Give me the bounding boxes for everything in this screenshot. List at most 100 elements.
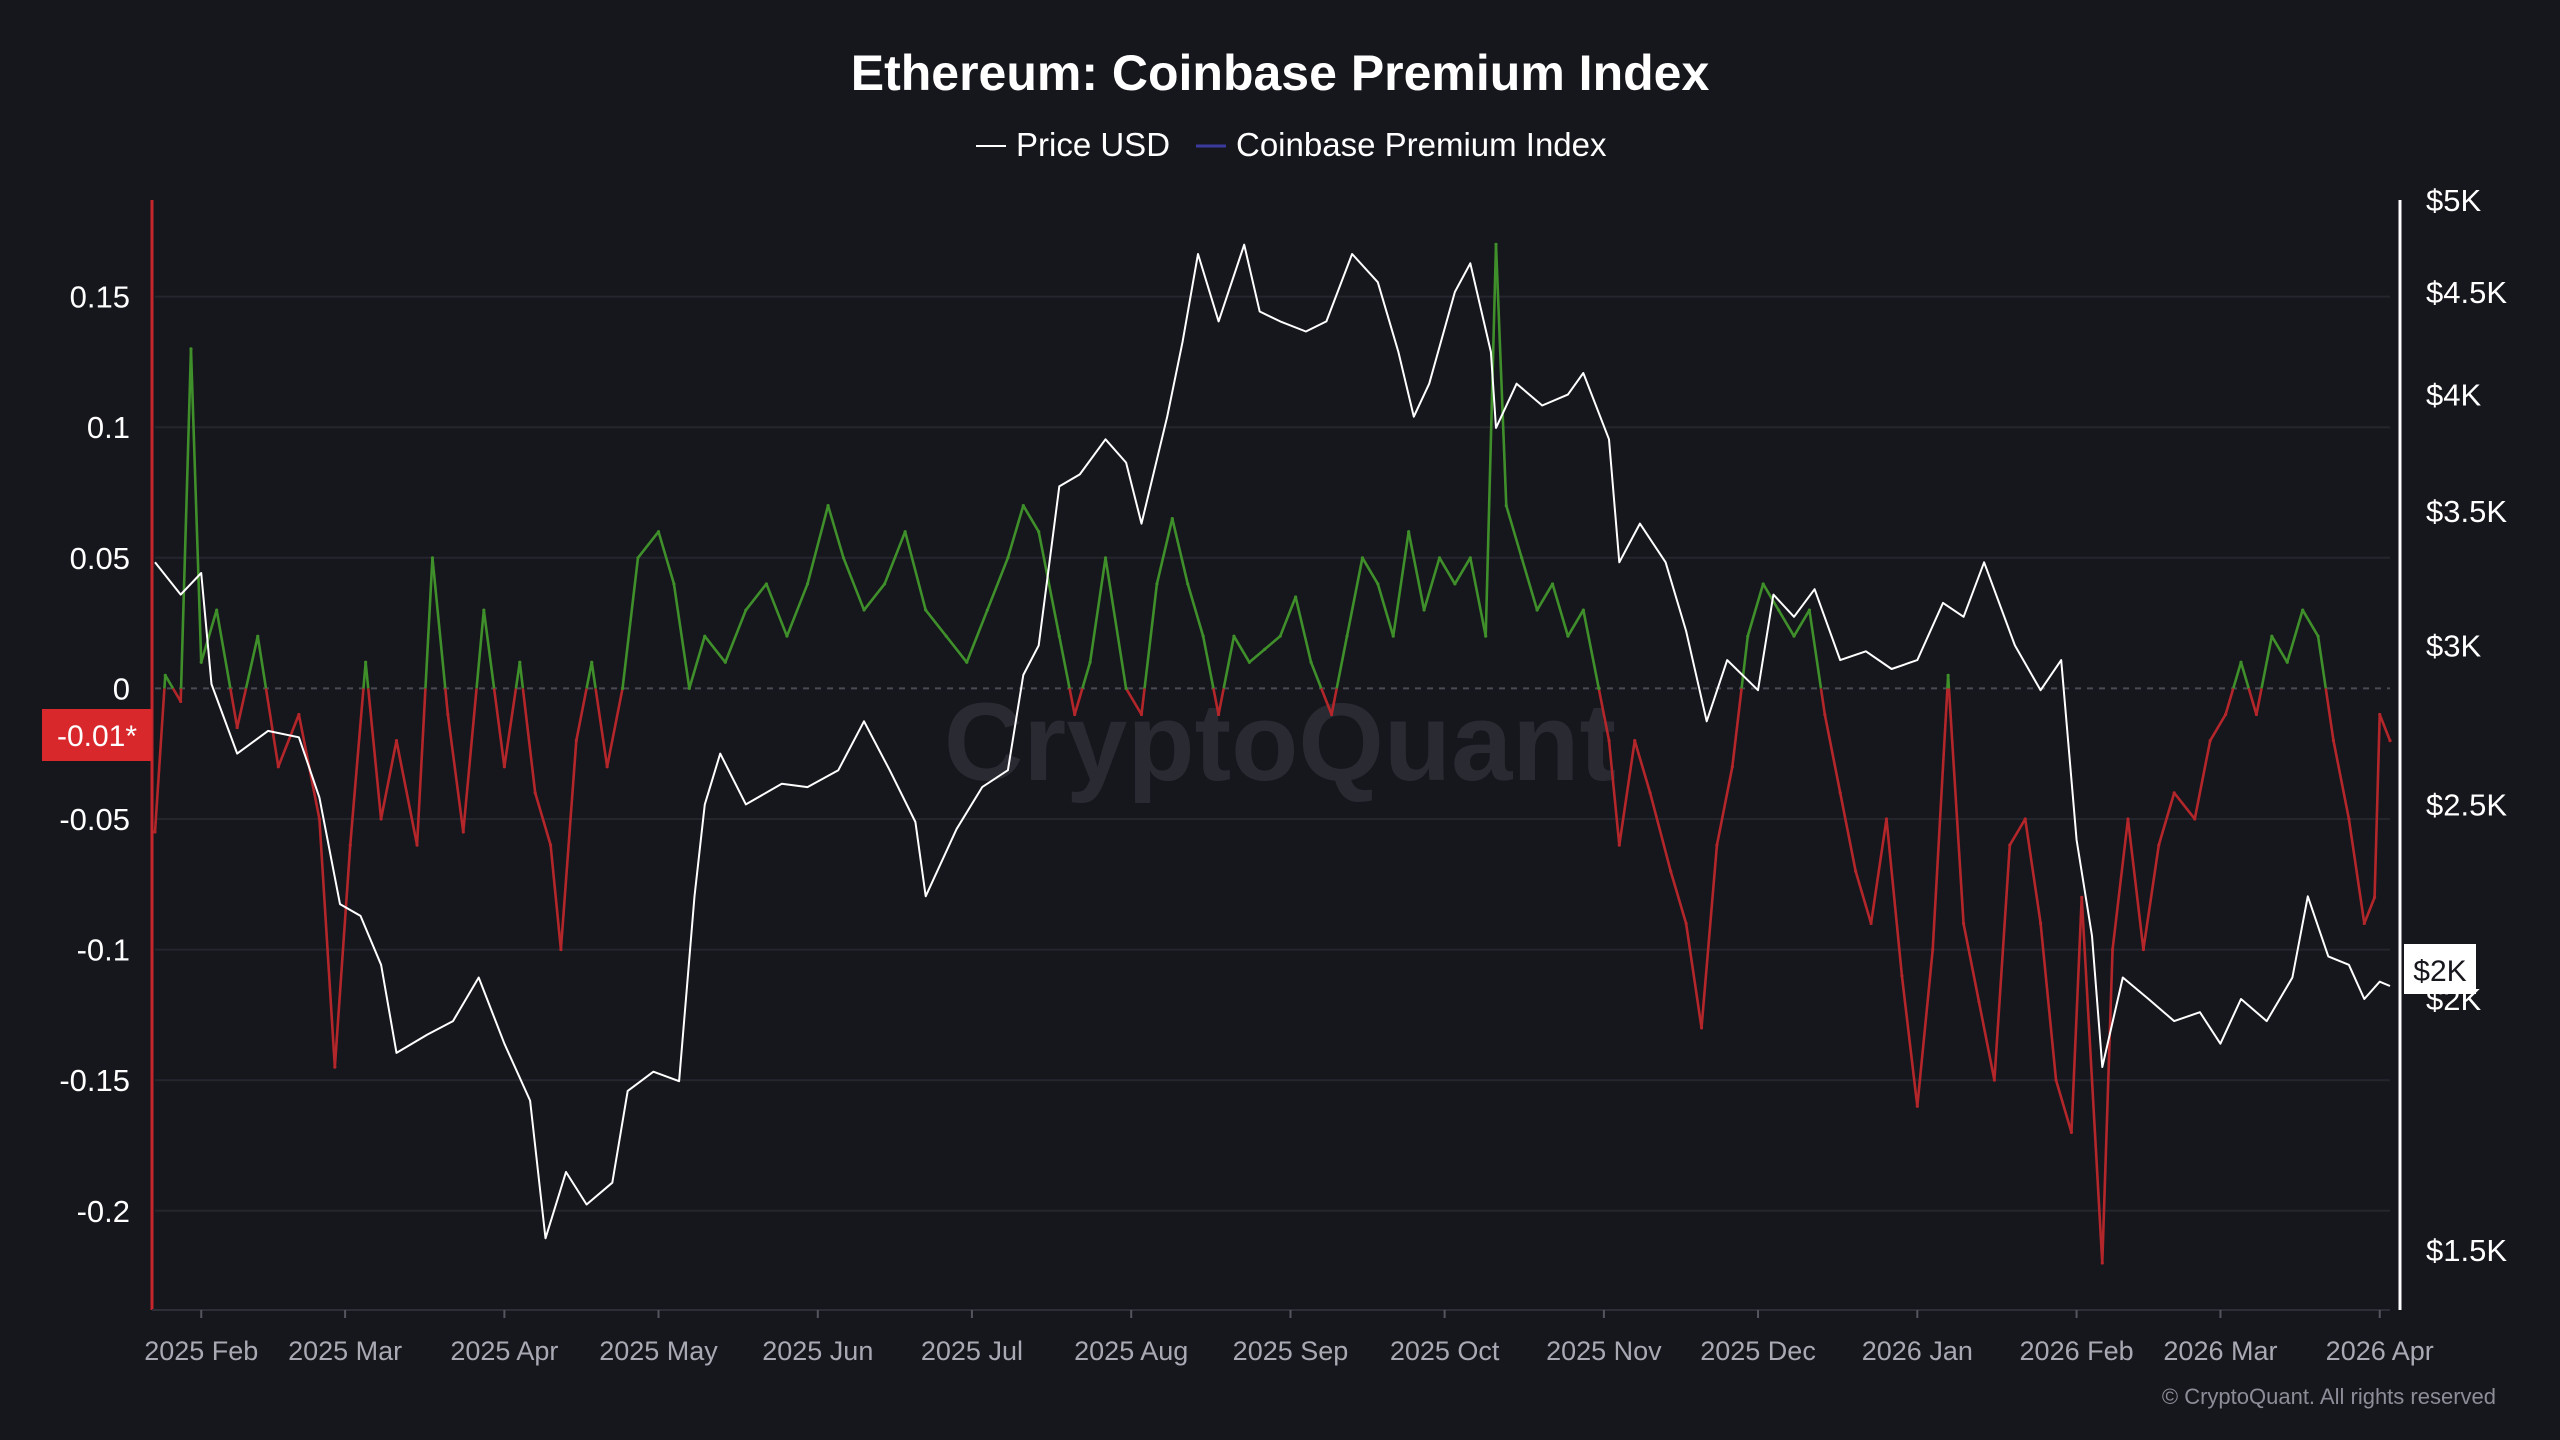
- premium-point: [2362, 921, 2366, 926]
- premium-point: [1807, 608, 1812, 612]
- premium-point: [1329, 712, 1334, 717]
- watermark: CryptoQuant: [944, 681, 1616, 804]
- premium-segment: [1618, 739, 1637, 847]
- premium-point: [703, 634, 707, 638]
- premium-point: [235, 725, 239, 730]
- premium-segment: [1731, 688, 1743, 767]
- x-tick-label: 2025 Nov: [1546, 1336, 1662, 1366]
- premium-segment: [1391, 530, 1410, 638]
- left-tick-label: 0.15: [70, 280, 130, 315]
- premium-point: [1633, 739, 1637, 743]
- chart-title: Ethereum: Coinbase Premium Index: [851, 45, 1710, 101]
- premium-segment: [415, 688, 427, 846]
- premium-point: [2039, 921, 2043, 926]
- premium-segment: [1088, 556, 1107, 664]
- premium-segment: [2285, 608, 2304, 664]
- right-tick-label: $3.5K: [2426, 494, 2507, 529]
- premium-point: [965, 660, 969, 664]
- right-tick-label: $5K: [2426, 183, 2481, 218]
- premium-segment: [965, 608, 989, 664]
- left-axis-ticks: 0.15 0.1 0.05 0 -0.05 -0.1 -0.15 -0.2: [59, 280, 130, 1229]
- current-premium-badge-bg: [42, 709, 152, 761]
- premium-segment: [986, 556, 1010, 612]
- premium-segment: [765, 582, 789, 638]
- legend-label-premium: Coinbase Premium Index: [1236, 126, 1607, 163]
- premium-segment: [1263, 634, 1282, 651]
- premium-point: [1931, 947, 1935, 952]
- premium-segment: [1143, 583, 1159, 689]
- premium-point: [1977, 1000, 1981, 1004]
- premium-point: [985, 608, 989, 612]
- premium-segment: [672, 582, 691, 690]
- premium-segment: [1607, 739, 1621, 847]
- premium-segment: [348, 688, 365, 846]
- premium-point: [502, 765, 506, 769]
- premium-segment: [2247, 688, 2258, 715]
- premium-segment: [575, 688, 588, 741]
- premium-point: [1407, 530, 1411, 534]
- premium-segment: [1597, 688, 1611, 741]
- premium-point: [1715, 843, 1719, 847]
- legend-item-premium[interactable]: Coinbase Premium Index: [1196, 126, 1607, 163]
- premium-segment: [256, 635, 268, 689]
- premium-segment: [2080, 896, 2104, 1265]
- premium-segment: [2373, 713, 2382, 899]
- premium-point: [2372, 895, 2377, 899]
- premium-point: [841, 556, 846, 560]
- premium-point: [1232, 634, 1236, 638]
- premium-point: [2223, 712, 2228, 717]
- premium-segment: [229, 688, 239, 728]
- premium-segment: [657, 530, 676, 586]
- premium-point: [1376, 582, 1380, 586]
- premium-point: [1992, 1078, 1996, 1082]
- x-tick-label: 2025 Mar: [288, 1336, 402, 1366]
- premium-point: [1946, 673, 1950, 677]
- x-tick-label: 2025 Feb: [144, 1336, 258, 1366]
- premium-segment: [903, 530, 927, 612]
- premium-point: [1581, 608, 1585, 612]
- premium-segment: [1582, 608, 1601, 690]
- premium-segment: [883, 530, 907, 586]
- premium-point: [764, 582, 769, 586]
- premium-point: [574, 739, 578, 743]
- premium-segment: [2239, 661, 2250, 689]
- premium-segment: [1155, 517, 1174, 586]
- premium-point: [348, 843, 352, 847]
- premium-segment: [171, 687, 182, 703]
- premium-point: [1915, 1104, 1919, 1108]
- x-tick-label: 2025 Jul: [921, 1336, 1023, 1366]
- premium-segment: [379, 739, 398, 821]
- premium-point: [1535, 608, 1539, 612]
- right-tick-label: $1.5K: [2426, 1233, 2507, 1268]
- left-tick-label: 0.05: [70, 541, 130, 576]
- premium-point: [2023, 817, 2027, 821]
- premium-point: [364, 660, 368, 664]
- premium-point: [882, 582, 887, 586]
- premium-segment: [1073, 688, 1084, 715]
- premium-segment: [1140, 688, 1146, 715]
- premium-segment: [1648, 791, 1672, 873]
- premium-segment: [1947, 688, 1965, 924]
- premium-segment: [703, 634, 727, 664]
- premium-point: [1391, 634, 1395, 638]
- premium-point: [1617, 843, 1621, 847]
- premium-point: [2239, 660, 2243, 664]
- premium-segment: [1438, 556, 1457, 586]
- legend-item-price[interactable]: Price USD: [976, 126, 1170, 163]
- premium-segment: [1376, 582, 1395, 638]
- premium-segment: [199, 608, 218, 664]
- premium-point: [924, 608, 928, 612]
- premium-point: [2388, 739, 2392, 743]
- premium-segment: [2172, 791, 2197, 821]
- premium-segment: [189, 347, 203, 664]
- x-tick-label: 2026 Feb: [2020, 1336, 2134, 1366]
- premium-segment: [2008, 817, 2027, 847]
- premium-point: [1345, 634, 1349, 638]
- premium-segment: [424, 557, 434, 689]
- premium-segment: [244, 635, 260, 689]
- premium-segment: [1977, 1000, 1996, 1082]
- premium-point: [826, 503, 830, 508]
- premium-segment: [2363, 896, 2376, 925]
- premium-point: [944, 634, 948, 638]
